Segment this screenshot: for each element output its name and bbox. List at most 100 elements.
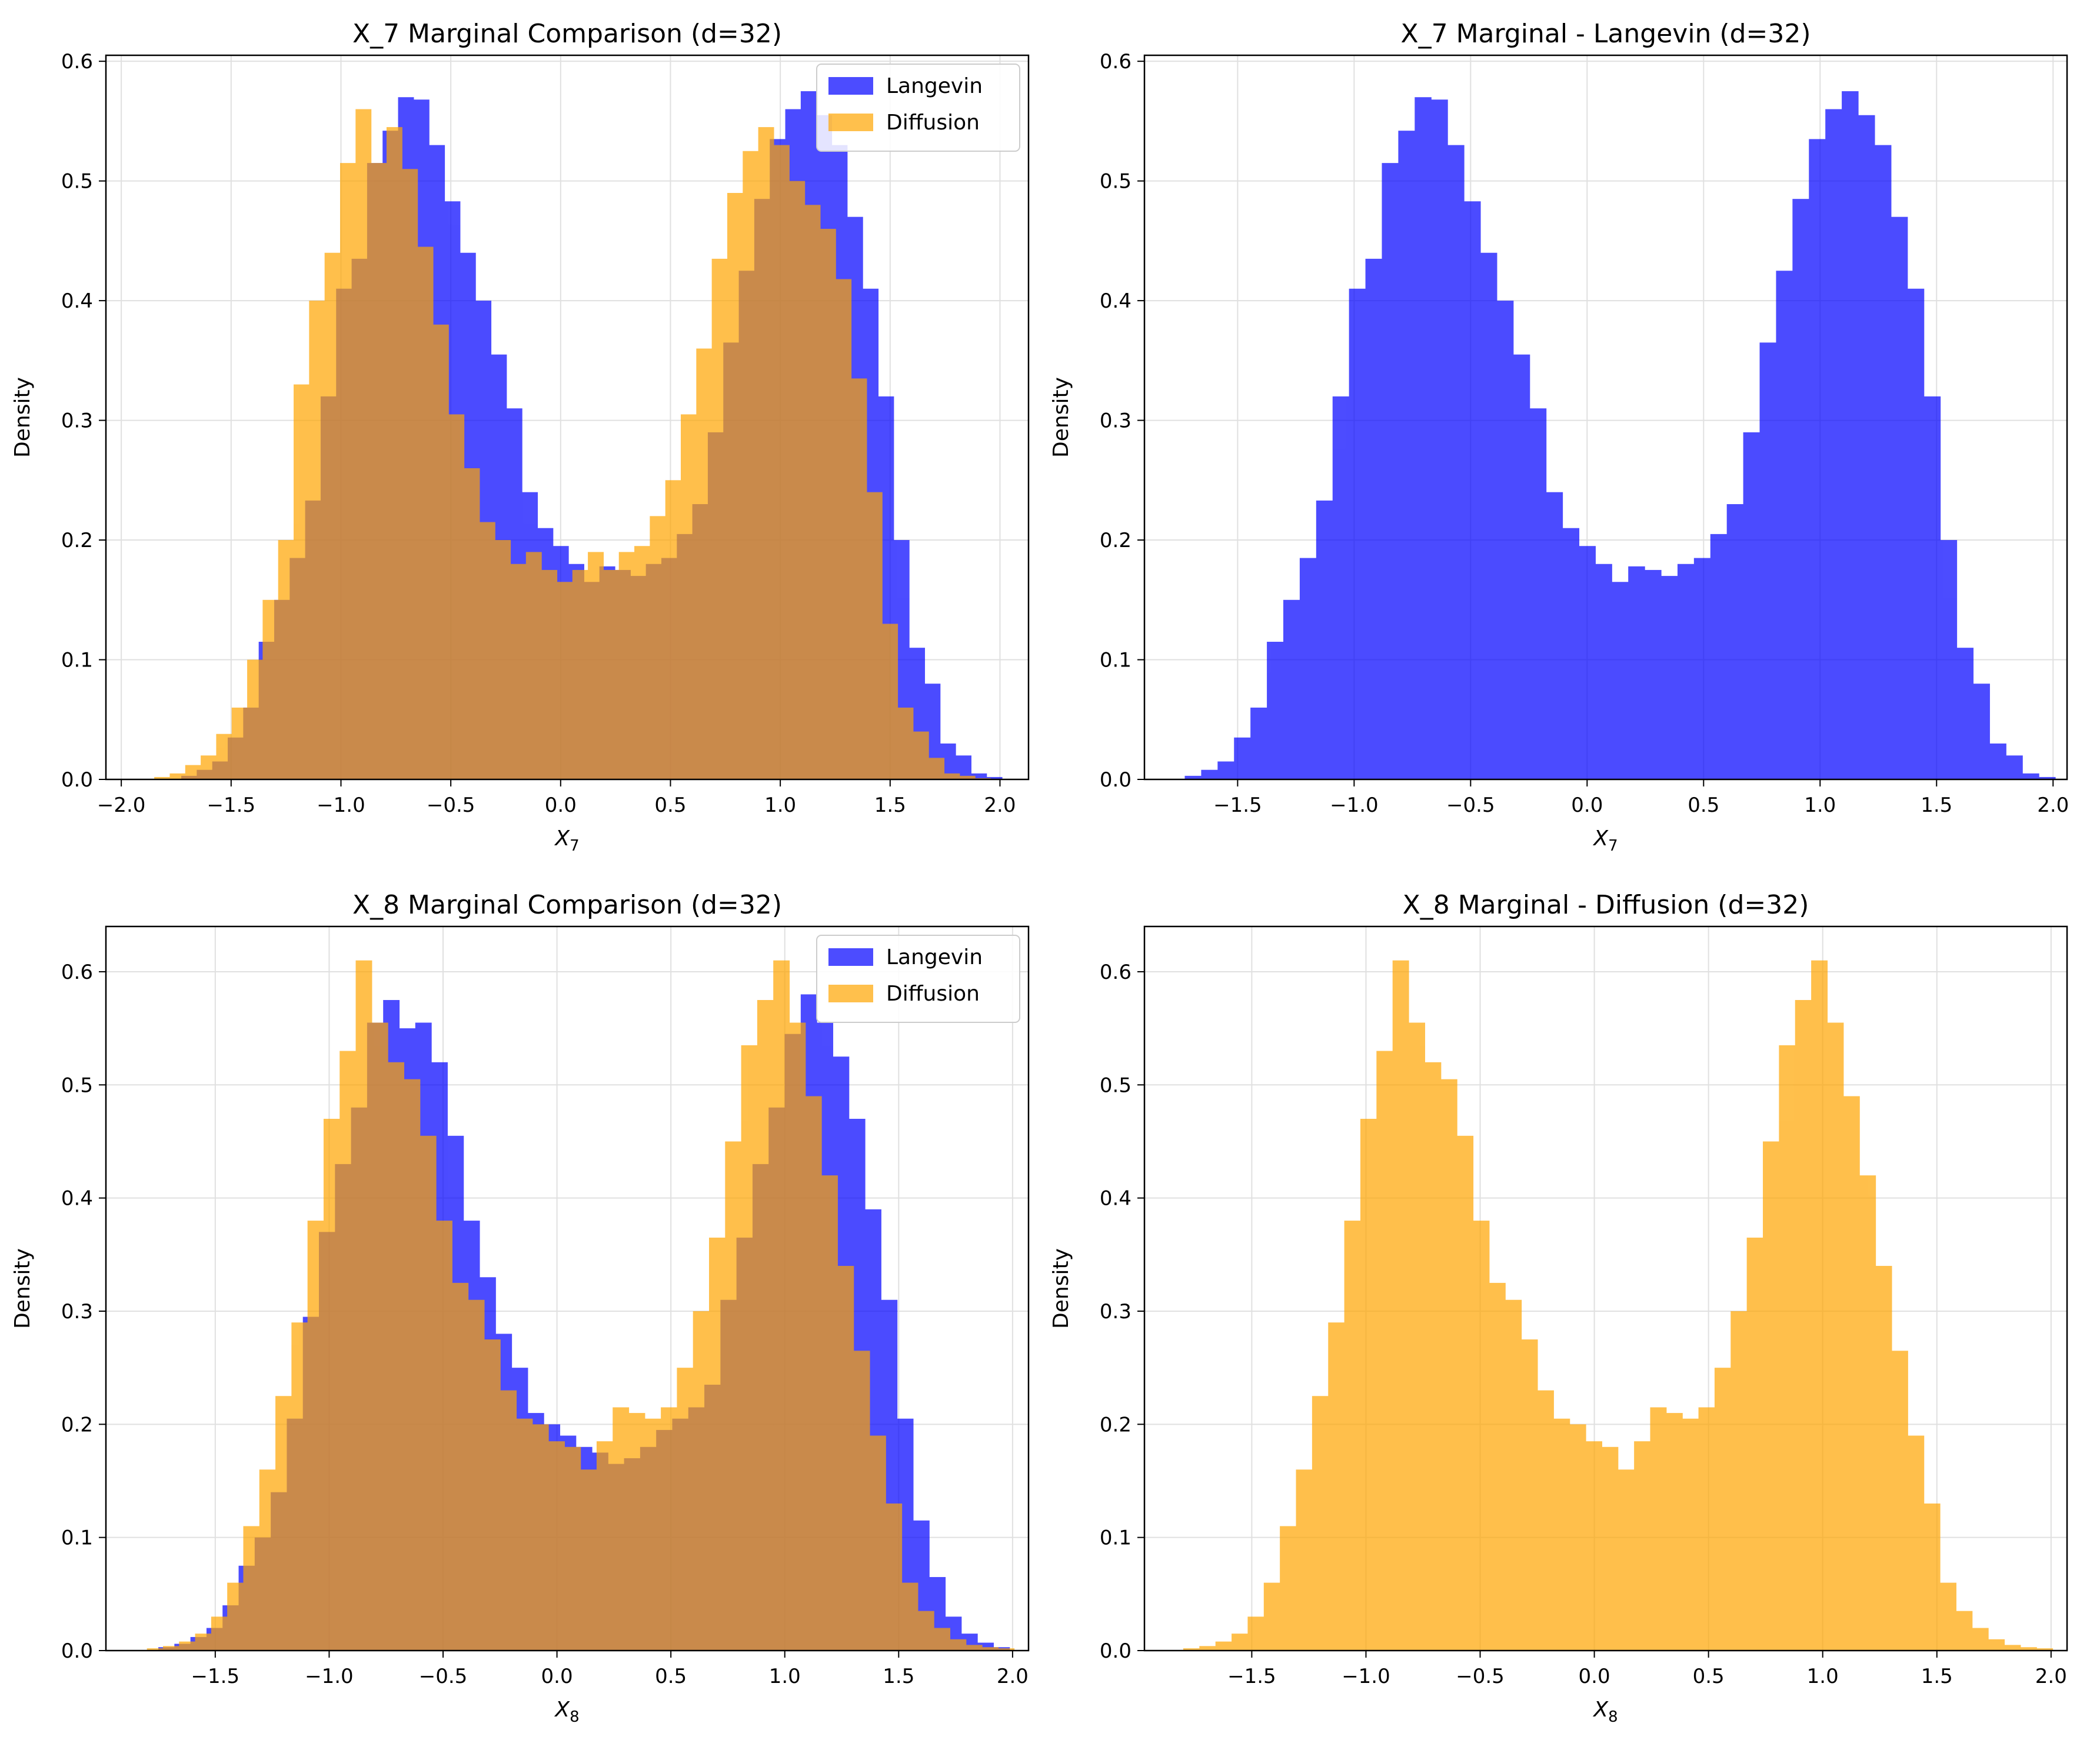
histogram-bar xyxy=(1602,1446,1619,1651)
histogram-bar xyxy=(243,1526,260,1651)
y-tick-label: 0.2 xyxy=(1100,1413,1131,1436)
y-tick-label: 0.6 xyxy=(61,50,93,74)
histogram-bar xyxy=(1763,1141,1779,1651)
histogram-bar xyxy=(1457,1135,1474,1651)
histogram-bar xyxy=(681,414,697,779)
histogram-bar xyxy=(1726,504,1744,779)
histogram-bar xyxy=(1827,1022,1844,1651)
histogram-bar xyxy=(402,169,418,780)
histogram-bar xyxy=(773,960,790,1651)
histogram-bar xyxy=(548,1441,565,1651)
histogram-bar xyxy=(1795,1000,1812,1651)
histogram-bar xyxy=(324,252,341,779)
series-diffusion xyxy=(147,960,1015,1651)
histogram-bar xyxy=(821,1175,838,1651)
histogram-bar xyxy=(1299,558,1317,779)
x-tick-label: 0.5 xyxy=(654,794,686,817)
histogram-bar xyxy=(741,1045,758,1651)
histogram-bar xyxy=(195,1634,212,1651)
histogram-bar xyxy=(1875,1266,1892,1651)
x-axis-label: X7 xyxy=(554,826,579,855)
histogram-bar xyxy=(1382,163,1399,779)
histogram-bar xyxy=(1521,1339,1538,1651)
histogram-bar xyxy=(1874,145,1892,780)
histogram-bar xyxy=(820,229,836,779)
histogram-bar xyxy=(913,731,929,779)
histogram-bar xyxy=(613,1407,630,1651)
histogram-bar xyxy=(404,1079,421,1651)
histogram-bar xyxy=(727,192,743,780)
histogram-bar xyxy=(1843,1096,1860,1651)
x-axis-label: X8 xyxy=(1592,1698,1618,1726)
chart-panel-4: −1.5 −1.0 −0.5 0.0 0.5 1.0 1.5 2.0 0.0 0.1 0.2 0.3 0… xyxy=(1049,890,2068,1726)
y-tick-label: 0.1 xyxy=(1100,1526,1131,1550)
histogram-bar xyxy=(1360,1118,1377,1651)
series-diffusion xyxy=(154,109,991,780)
histogram-bar xyxy=(479,522,495,779)
histogram-bar xyxy=(1972,1628,1989,1651)
y-tick-label: 0.4 xyxy=(1100,289,1131,313)
histogram-bar xyxy=(897,707,914,779)
y-tick-label: 0.6 xyxy=(61,961,93,984)
histogram-bar xyxy=(882,624,898,779)
histogram-bar xyxy=(2039,776,2056,779)
histogram-bar xyxy=(1312,1396,1329,1651)
legend-swatch-langevin xyxy=(828,948,873,966)
histogram-bar xyxy=(275,1396,292,1651)
histogram-bar xyxy=(628,1413,645,1651)
chart-title: X_8 Marginal - Diffusion (d=32) xyxy=(1403,890,1809,920)
histogram-bar xyxy=(1569,1424,1586,1651)
histogram-bar xyxy=(386,127,402,779)
histogram-bar xyxy=(323,1118,340,1651)
axes-frame xyxy=(105,925,1030,1652)
histogram-bar xyxy=(1682,1418,1699,1651)
histogram-bar xyxy=(789,1022,806,1651)
histogram-bar xyxy=(986,776,1003,779)
histogram-bar xyxy=(1842,91,1859,780)
histogram-bar xyxy=(525,552,542,779)
histogram-bar xyxy=(2022,773,2039,779)
histogram-bar xyxy=(340,1051,357,1651)
x-tick-label: −0.5 xyxy=(427,794,475,817)
histogram-bar xyxy=(484,1339,501,1651)
histogram-bar xyxy=(677,1368,694,1651)
legend-label-langevin: Langevin xyxy=(886,74,983,98)
histogram-bar xyxy=(1489,1282,1506,1651)
histogram-bar xyxy=(1365,258,1383,779)
histogram-bar xyxy=(2020,1647,2037,1651)
histogram-bar xyxy=(355,960,372,1651)
histogram-bar xyxy=(1267,642,1284,779)
chart-title: X_7 Marginal - Langevin (d=32) xyxy=(1400,19,1811,49)
x-tick-label: 2.0 xyxy=(997,1665,1029,1688)
x-tick-label: 0.5 xyxy=(1693,1665,1725,1688)
x-axis-label-subscript: 7 xyxy=(570,837,580,855)
histogram-bar xyxy=(468,1299,485,1651)
histogram-bar xyxy=(580,1469,597,1651)
histogram-bar xyxy=(432,324,449,779)
legend: Langevin Diffusion xyxy=(816,64,1020,152)
histogram-bar xyxy=(869,1435,886,1651)
y-axis-label: Density xyxy=(11,377,35,458)
x-tick-label: −1.5 xyxy=(1213,794,1262,817)
histogram-bar xyxy=(644,1418,661,1651)
y-tick-label: 0.1 xyxy=(1100,649,1131,672)
histogram-bar xyxy=(1234,737,1251,779)
histogram-bar xyxy=(231,707,248,779)
histogram-bar xyxy=(1398,131,1415,780)
histogram-bar xyxy=(618,552,635,779)
histogram-bar xyxy=(464,468,480,779)
x-tick-label: 1.0 xyxy=(1804,794,1836,817)
histogram-bar xyxy=(1537,1390,1554,1651)
y-tick-label: 0.0 xyxy=(61,768,93,792)
histogram-bar xyxy=(836,279,852,779)
histogram-bar xyxy=(1714,1368,1731,1651)
x-axis-label-main: X xyxy=(1592,1698,1609,1722)
histogram-bar xyxy=(1447,145,1465,780)
histogram-bar xyxy=(1349,288,1366,780)
histogram-bar xyxy=(1908,1435,1925,1651)
histogram-bar xyxy=(1496,301,1514,779)
chart-panel-3: −1.5 −1.0 −0.5 0.0 0.5 1.0 1.5 2.0 0.0 0.1 0.2 0.3 0… xyxy=(11,890,1030,1726)
x-tick-label: 1.0 xyxy=(764,794,796,817)
histogram-bar xyxy=(1666,1413,1683,1651)
histogram-bar xyxy=(294,384,309,779)
